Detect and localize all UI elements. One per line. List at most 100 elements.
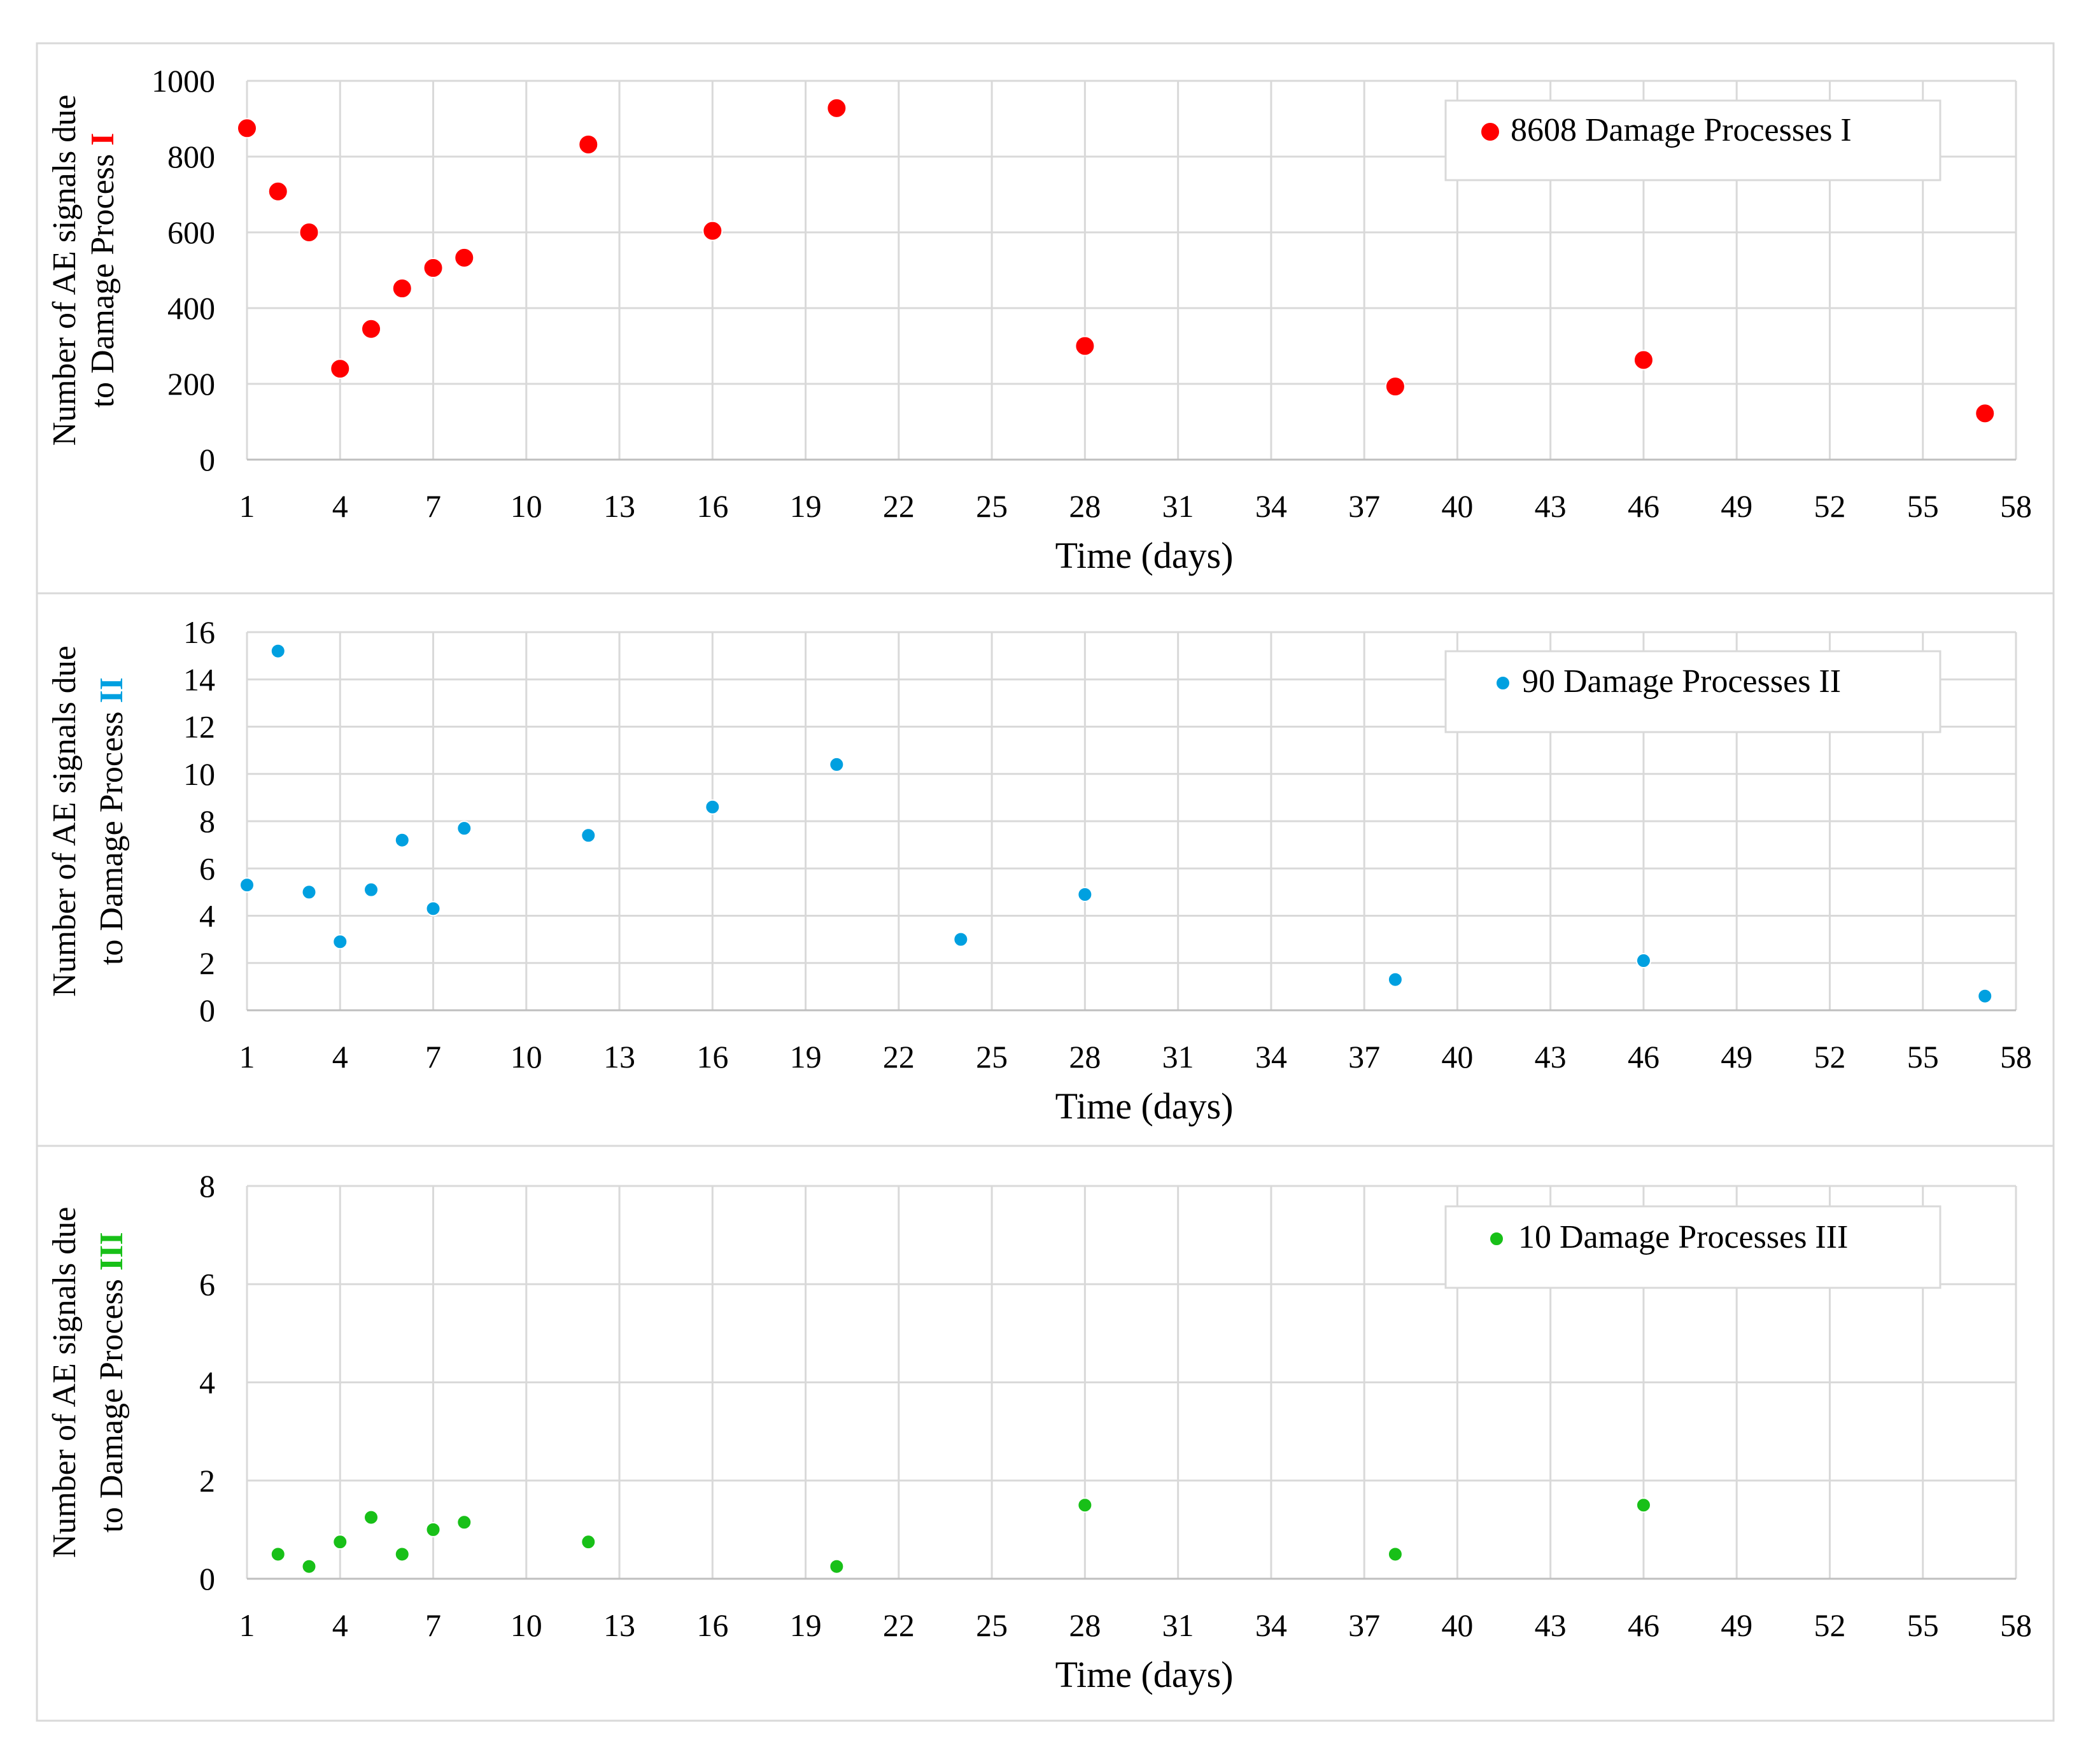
y-tick-label: 0 (199, 1561, 215, 1597)
x-tick-label: 37 (1348, 1607, 1380, 1643)
x-tick-label: 58 (2000, 1039, 2032, 1075)
x-tick-label: 43 (1535, 488, 1567, 524)
x-tick-label: 40 (1441, 1039, 1473, 1075)
y-tick-label: 4 (199, 898, 215, 934)
y-axis-label-line2: to Damage Process III (94, 1232, 130, 1532)
legend-box (1444, 1205, 1942, 1289)
panel-border (36, 1145, 2055, 1722)
x-tick-label: 1 (239, 488, 255, 524)
data-point (1075, 335, 1096, 356)
y-tick-label: 8 (199, 803, 215, 839)
x-tick-label: 25 (976, 1607, 1008, 1643)
y-tick-label: 14 (183, 661, 215, 697)
data-point (361, 318, 382, 339)
legend-label: 90 Damage Processes II (1522, 663, 1841, 700)
y-tick-label: 0 (199, 992, 215, 1028)
data-point (1635, 953, 1651, 969)
x-tick-label: 22 (883, 1607, 915, 1643)
x-tick-label: 55 (1907, 1607, 1939, 1643)
x-tick-label: 55 (1907, 488, 1939, 524)
x-tick-label: 34 (1255, 488, 1287, 524)
x-tick-label: 4 (332, 488, 348, 524)
data-point (454, 247, 475, 268)
x-tick-label: 16 (696, 1607, 728, 1643)
x-tick-label: 31 (1162, 1039, 1194, 1075)
data-point (1977, 988, 1993, 1004)
x-tick-label: 19 (790, 1039, 822, 1075)
data-point (425, 901, 441, 917)
data-point (581, 1534, 596, 1550)
x-tick-label: 46 (1628, 488, 1660, 524)
x-axis-label: Time (days) (1055, 1085, 1234, 1127)
x-tick-label: 34 (1255, 1039, 1287, 1075)
x-tick-label: 10 (511, 1039, 542, 1075)
x-tick-label: 40 (1441, 488, 1473, 524)
data-point (270, 643, 286, 659)
data-point (1387, 971, 1403, 987)
data-point (332, 934, 348, 950)
y-tick-label: 2 (199, 945, 215, 981)
data-point (702, 220, 723, 241)
data-point (1633, 349, 1654, 370)
data-point (270, 1546, 286, 1562)
y-axis-label-line1: Number of AE signals due (46, 95, 83, 446)
y-axis-label-prefix: to Damage Process (94, 1271, 130, 1533)
y-tick-label: 400 (167, 290, 215, 326)
chart-panel-2: 1 4 7 10 13 16 19 22 25 28 31 34 37 40 43 46 49 52 55 58024… (36, 592, 2055, 1147)
x-tick-label: 25 (976, 1039, 1008, 1075)
data-point (1077, 1497, 1093, 1513)
x-tick-label: 43 (1535, 1039, 1567, 1075)
y-axis-label-line1: Number of AE signals due (46, 1207, 83, 1558)
data-point (1385, 376, 1406, 397)
x-tick-label: 28 (1069, 1607, 1101, 1643)
data-point (423, 257, 444, 278)
y-tick-label: 600 (167, 215, 215, 250)
data-point (363, 882, 379, 898)
chart-panel-3: 1 4 7 10 13 16 19 22 25 28 31 34 37 40 43 46 49 52 55 58024… (36, 1145, 2055, 1722)
data-point (456, 821, 472, 836)
y-axis-label-roman: II (94, 677, 130, 703)
data-point (332, 1534, 348, 1550)
y-tick-label: 200 (167, 366, 215, 402)
x-tick-label: 10 (511, 1607, 542, 1643)
data-point (581, 828, 596, 843)
x-tick-label: 46 (1628, 1607, 1660, 1643)
x-tick-label: 16 (696, 488, 728, 524)
y-tick-label: 4 (199, 1365, 215, 1401)
data-point (363, 1509, 379, 1525)
data-point (826, 97, 847, 118)
x-tick-label: 28 (1069, 1039, 1101, 1075)
x-tick-label: 13 (603, 1039, 635, 1075)
legend-box (1444, 99, 1942, 181)
x-tick-label: 49 (1721, 488, 1752, 524)
data-point (578, 134, 599, 155)
data-point (1635, 1497, 1651, 1513)
data-point (330, 358, 351, 379)
y-axis-label-line2: to Damage Process I (85, 133, 121, 408)
x-tick-label: 52 (1814, 488, 1845, 524)
x-tick-label: 10 (511, 488, 542, 524)
x-tick-label: 49 (1721, 1607, 1752, 1643)
y-tick-label: 2 (199, 1463, 215, 1499)
data-point (237, 118, 257, 139)
x-tick-label: 13 (603, 1607, 635, 1643)
x-tick-label: 22 (883, 488, 915, 524)
x-tick-label: 13 (603, 488, 635, 524)
y-axis-label-roman: III (94, 1232, 130, 1271)
x-tick-label: 31 (1162, 488, 1194, 524)
legend-marker (1489, 1231, 1504, 1246)
x-tick-label: 37 (1348, 488, 1380, 524)
x-tick-label: 58 (2000, 1607, 2032, 1643)
data-point (394, 832, 410, 848)
y-tick-label: 0 (199, 442, 215, 477)
x-tick-label: 52 (1814, 1039, 1845, 1075)
x-axis-label: Time (days) (1055, 535, 1234, 576)
y-tick-label: 6 (199, 1266, 215, 1302)
x-axis-label: Time (days) (1055, 1654, 1234, 1695)
legend-marker (1480, 122, 1500, 142)
y-axis-label-line1: Number of AE signals due (46, 646, 83, 997)
y-tick-label: 10 (183, 756, 215, 792)
y-axis-label-roman: I (85, 133, 121, 146)
data-point (394, 1546, 410, 1562)
